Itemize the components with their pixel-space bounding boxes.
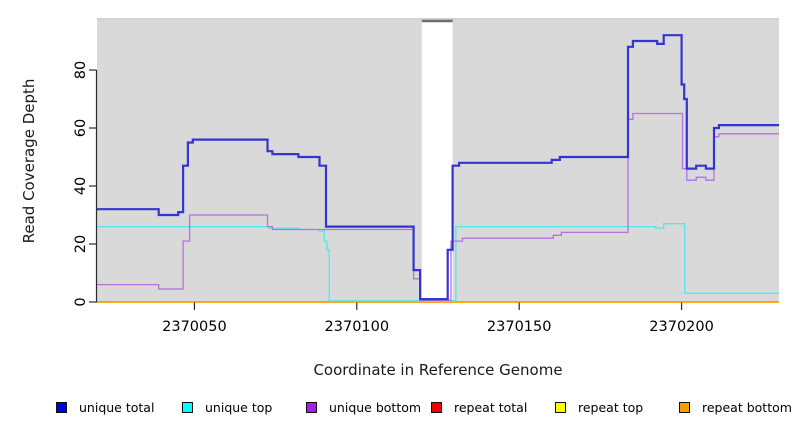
legend-label-repeat-bottom: repeat bottom	[702, 399, 792, 415]
series-unique-bottom	[97, 112, 779, 301]
x-tick-label: 2370050	[162, 319, 227, 335]
legend-swatch-unique-total	[56, 401, 67, 413]
y-tick-label: 60	[73, 119, 89, 137]
x-tick-label: 2370150	[487, 319, 552, 335]
y-tick-label: 20	[73, 235, 89, 253]
plot-series	[97, 34, 779, 303]
legend-item-repeat-bottom: repeat bottom	[679, 399, 792, 415]
y-tick-label: 80	[73, 61, 89, 79]
legend-item-repeat-top: repeat top	[555, 399, 643, 415]
x-axis-title: Coordinate in Reference Genome	[313, 361, 563, 379]
legend-label-unique-top: unique top	[205, 399, 273, 415]
legend-label-repeat-top: repeat top	[578, 399, 644, 415]
legend: unique total unique top unique bottom repea…	[0, 399, 792, 419]
y-axis-title: Read Coverage Depth	[20, 78, 38, 244]
legend-label-repeat-total: repeat total	[454, 399, 528, 415]
y-tick-label: 0	[73, 297, 89, 306]
legend-item-repeat-total: repeat total	[431, 399, 527, 415]
legend-swatch-unique-top	[182, 401, 193, 413]
legend-label-unique-total: unique total	[79, 399, 155, 415]
x-tick-label: 2370200	[649, 319, 714, 335]
legend-item-unique-top: unique top	[182, 399, 272, 415]
series-unique-total	[97, 34, 779, 301]
legend-label-unique-bottom: unique bottom	[329, 399, 422, 415]
plot-axes: 0 20 40 60 80 2370050 2370100 2370150 2370200	[73, 61, 714, 335]
legend-item-unique-bottom: unique bottom	[306, 399, 421, 415]
series-unique-top	[97, 223, 779, 302]
legend-swatch-repeat-total	[431, 401, 442, 413]
legend-item-unique-total: unique total	[56, 399, 154, 415]
y-tick-label: 40	[73, 177, 89, 195]
legend-swatch-unique-bottom	[306, 401, 317, 413]
x-tick-label: 2370100	[325, 319, 390, 335]
legend-swatch-repeat-top	[555, 401, 566, 413]
plot-panel	[97, 18, 779, 302]
legend-swatch-repeat-bottom	[679, 401, 690, 413]
